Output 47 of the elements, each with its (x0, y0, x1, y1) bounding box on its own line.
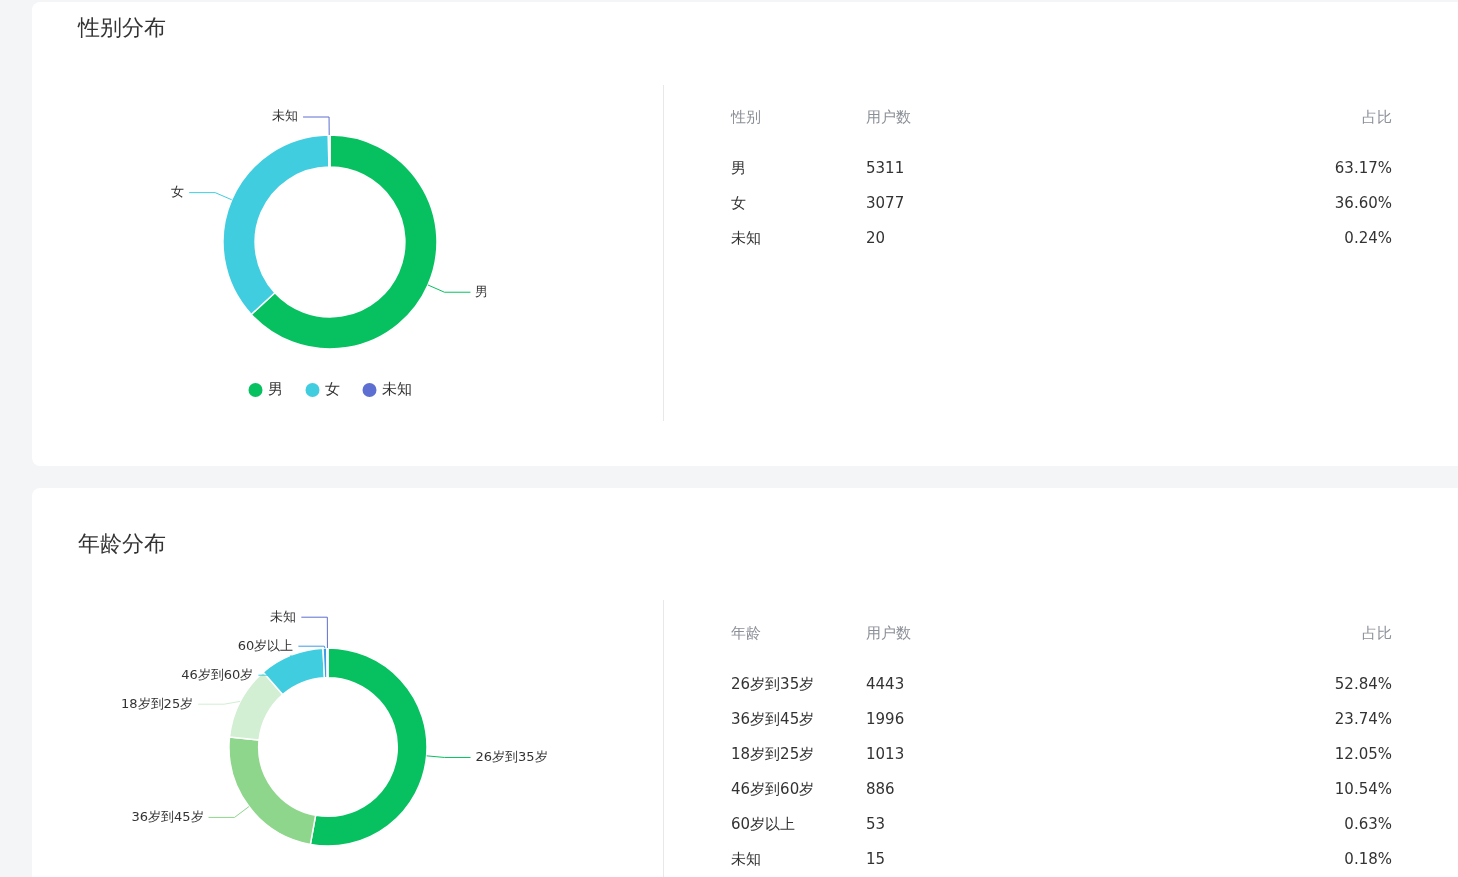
legend-label: 未知 (381, 379, 412, 398)
slice-label: 46岁到60岁 (181, 666, 254, 682)
slice-label: 男 (475, 283, 489, 299)
text: 0.18% (1344, 849, 1392, 870)
text: 4443 (866, 674, 905, 695)
text: 占比 (1362, 623, 1392, 643)
text: 0.63% (1344, 814, 1392, 835)
slice-label: 女 (171, 184, 185, 200)
text: 0.24% (1344, 228, 1392, 249)
text: 23.74% (1334, 709, 1392, 730)
slice-label: 18岁到25岁 (121, 695, 194, 711)
text: 10.54% (1334, 779, 1392, 800)
chart-title: 年龄分布 (78, 530, 166, 558)
text: 1996 (866, 709, 905, 730)
chart-title: 性别分布 (78, 14, 166, 42)
text: 用户数 (866, 107, 911, 127)
legend-label: 女 (324, 379, 340, 398)
text: 20 (866, 228, 886, 249)
slice-label: 未知 (272, 108, 299, 124)
text: 46岁到60岁 (731, 779, 815, 800)
text: 5311 (866, 158, 905, 179)
text: 占比 (1362, 107, 1392, 127)
text: 886 (866, 779, 895, 800)
text: 3077 (866, 193, 905, 214)
text: 36岁到45岁 (731, 709, 815, 730)
text: 26岁到35岁 (731, 674, 815, 695)
slice-label: 60岁以上 (237, 637, 294, 653)
text: 年龄 (731, 623, 761, 643)
slice-label: 26岁到35岁 (475, 748, 548, 764)
text: 60岁以上 (731, 814, 796, 835)
text: 63.17% (1334, 158, 1392, 179)
text: 用户数 (866, 623, 911, 643)
text: 12.05% (1334, 744, 1392, 765)
slice-label: 未知 (270, 608, 297, 624)
text: 15 (866, 849, 886, 870)
text: 1013 (866, 744, 905, 765)
text: 36.60% (1334, 193, 1392, 214)
text: 男 (731, 158, 746, 179)
legend-label: 男 (267, 379, 283, 398)
text: 性别 (731, 107, 761, 127)
text: 53 (866, 814, 886, 835)
text: 52.84% (1334, 674, 1392, 695)
text: 女 (731, 193, 746, 214)
slice-label: 36岁到45岁 (131, 808, 204, 824)
text: 未知 (731, 228, 761, 249)
text: 未知 (731, 849, 761, 870)
text: 18岁到25岁 (731, 744, 815, 765)
